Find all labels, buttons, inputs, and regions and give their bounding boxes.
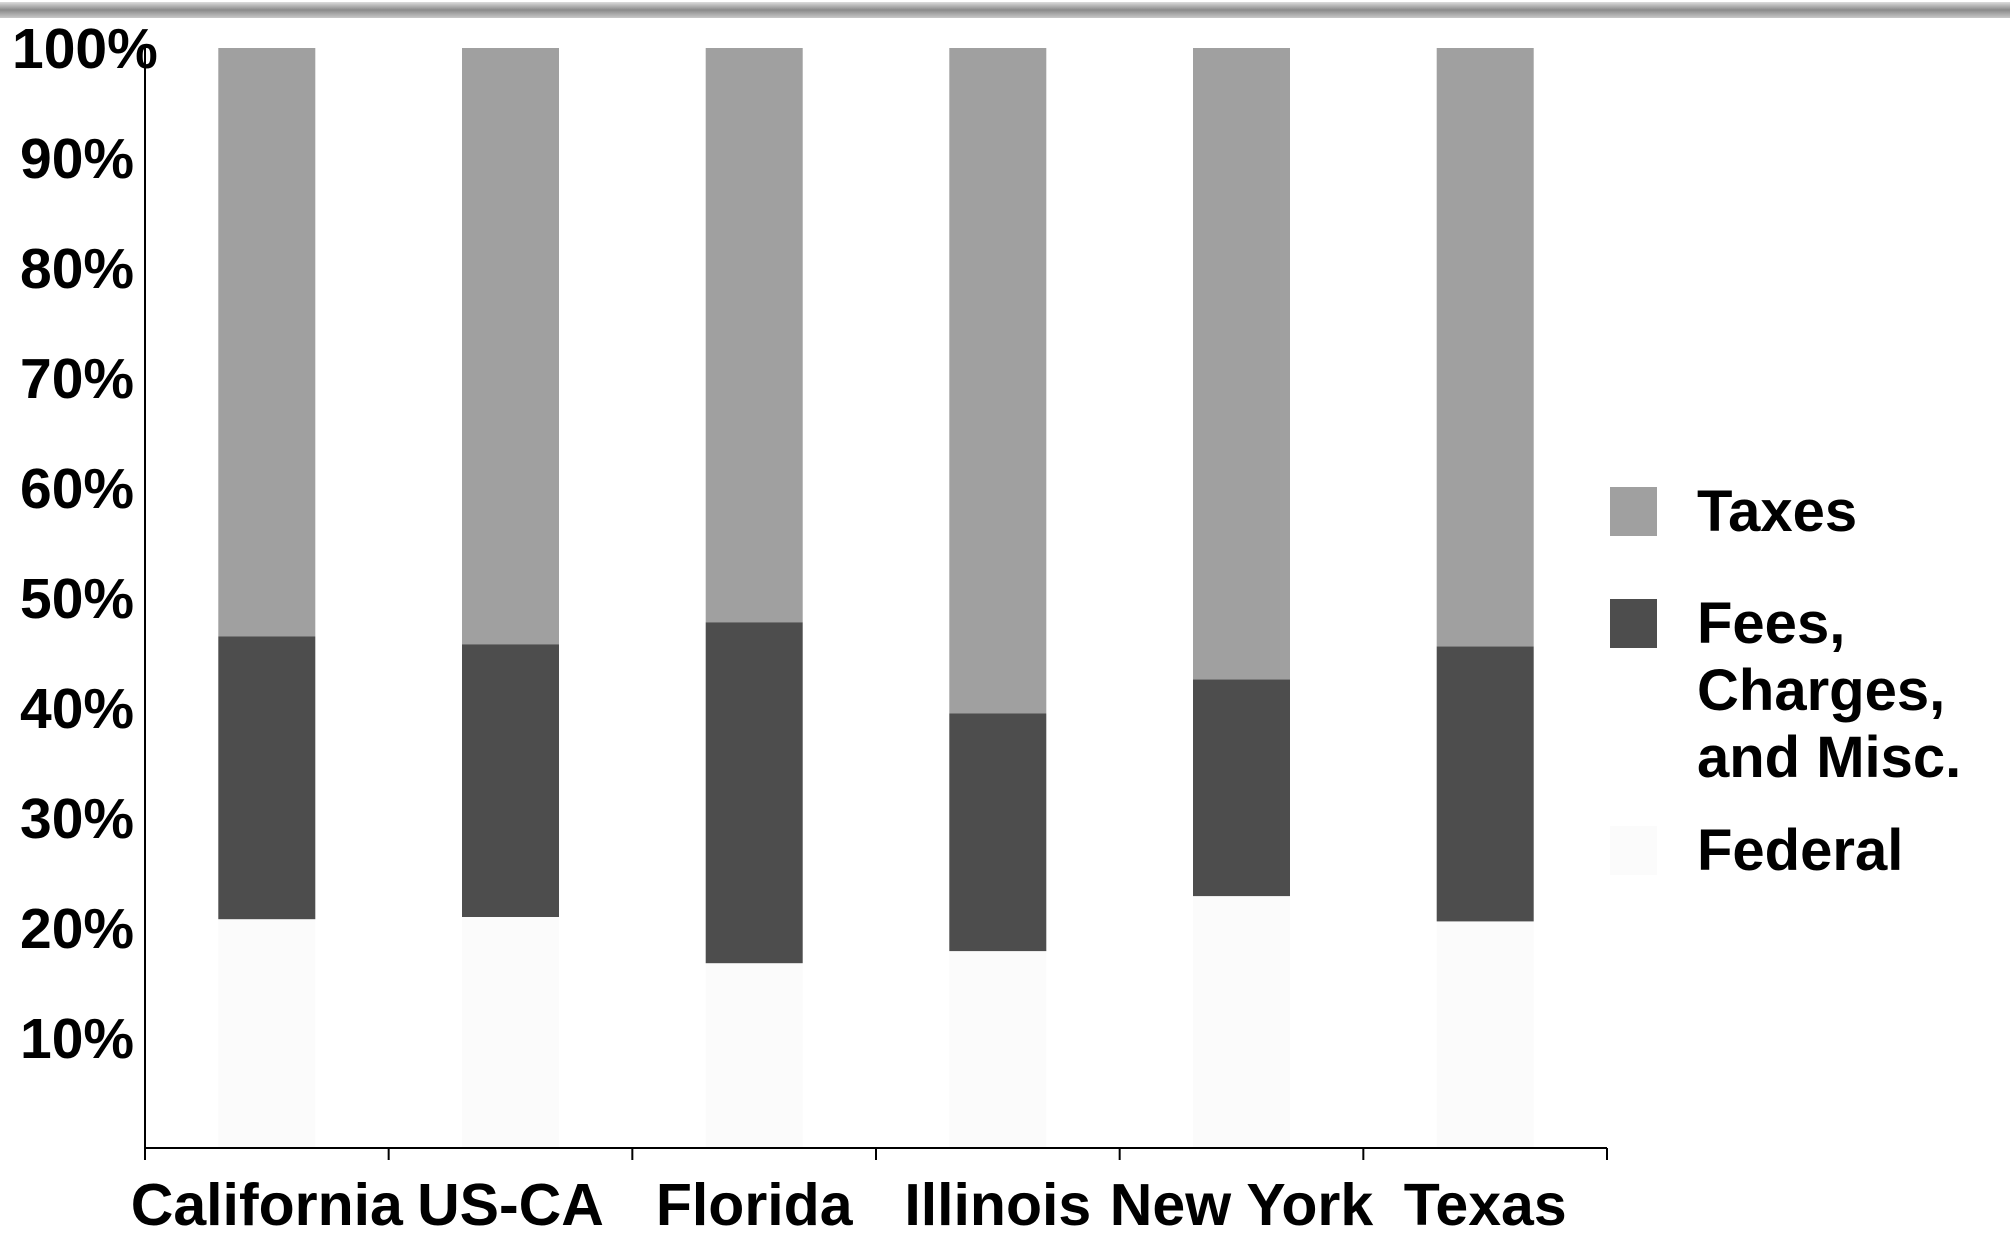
x-category-label: US-CA bbox=[417, 1172, 604, 1233]
x-category-label: Texas bbox=[1404, 1172, 1567, 1233]
legend-swatch-taxes bbox=[1610, 487, 1657, 536]
bar-new-york-fees-charges-and-misc bbox=[1193, 679, 1290, 897]
bar-florida-fees-charges-and-misc bbox=[705, 622, 803, 964]
y-tick-label: 50% bbox=[20, 567, 134, 631]
legend-label-fees-charges-and-misc: Fees, Charges, and Misc. bbox=[1697, 591, 1961, 790]
bars-group bbox=[218, 48, 1534, 1148]
legend-label-line: and Misc. bbox=[1697, 725, 1961, 790]
bar-new-york-taxes bbox=[1193, 48, 1290, 680]
y-tick-label: 20% bbox=[20, 897, 134, 961]
bar-us-ca-federal bbox=[462, 917, 559, 1148]
y-tick-label: 40% bbox=[20, 677, 134, 741]
y-tick-label: 30% bbox=[20, 787, 134, 851]
top-rule bbox=[0, 2, 2010, 18]
legend-swatch-federal bbox=[1610, 826, 1657, 875]
bar-california-federal bbox=[218, 919, 316, 1148]
legend-label-line: Charges, bbox=[1697, 658, 1945, 723]
y-tick-label: 60% bbox=[20, 457, 134, 521]
bar-texas-fees-charges-and-misc bbox=[1436, 646, 1534, 922]
bar-california-fees-charges-and-misc bbox=[218, 636, 316, 920]
y-tick-label: 70% bbox=[20, 347, 134, 411]
legend-label-federal: Federal bbox=[1697, 818, 1903, 883]
bar-us-ca-fees-charges-and-misc bbox=[462, 644, 559, 917]
bar-california-taxes bbox=[218, 48, 316, 637]
bar-illinois-taxes bbox=[949, 48, 1047, 714]
y-tick-label: 10% bbox=[20, 1007, 134, 1071]
y-tick-label: 100% bbox=[12, 17, 158, 81]
axes-group bbox=[144, 48, 1608, 1160]
bar-us-ca-taxes bbox=[462, 48, 559, 645]
legend-label-line: Fees, bbox=[1697, 591, 1845, 656]
legend-swatch-fees-charges-and-misc bbox=[1610, 599, 1657, 648]
x-category-labels: California US-CA Florida Illinois New York Te… bbox=[131, 1172, 1567, 1233]
legend: Taxes Fees, Charges, and Misc. Federal bbox=[1610, 479, 1961, 883]
bar-florida-federal bbox=[705, 963, 803, 1148]
x-category-label: Florida bbox=[656, 1172, 854, 1233]
bar-texas-federal bbox=[1436, 921, 1534, 1148]
legend-label-taxes: Taxes bbox=[1697, 479, 1857, 544]
x-category-label: Illinois bbox=[904, 1172, 1091, 1233]
legend-label-line: Federal bbox=[1697, 818, 1903, 883]
y-tick-label: 80% bbox=[20, 237, 134, 301]
x-category-label: New York bbox=[1110, 1172, 1374, 1233]
bar-illinois-federal bbox=[949, 951, 1047, 1148]
y-tick-label: 90% bbox=[20, 127, 134, 191]
bar-illinois-fees-charges-and-misc bbox=[949, 713, 1047, 952]
x-category-label: California bbox=[131, 1172, 404, 1233]
legend-label-line: Taxes bbox=[1697, 479, 1857, 544]
bar-florida-taxes bbox=[705, 48, 803, 623]
y-tick-labels: 10% 20% 30% 40% 50% 60% 70% 80% 90% 100% bbox=[12, 17, 158, 1071]
bar-new-york-federal bbox=[1193, 896, 1290, 1148]
bar-texas-taxes bbox=[1436, 48, 1534, 647]
